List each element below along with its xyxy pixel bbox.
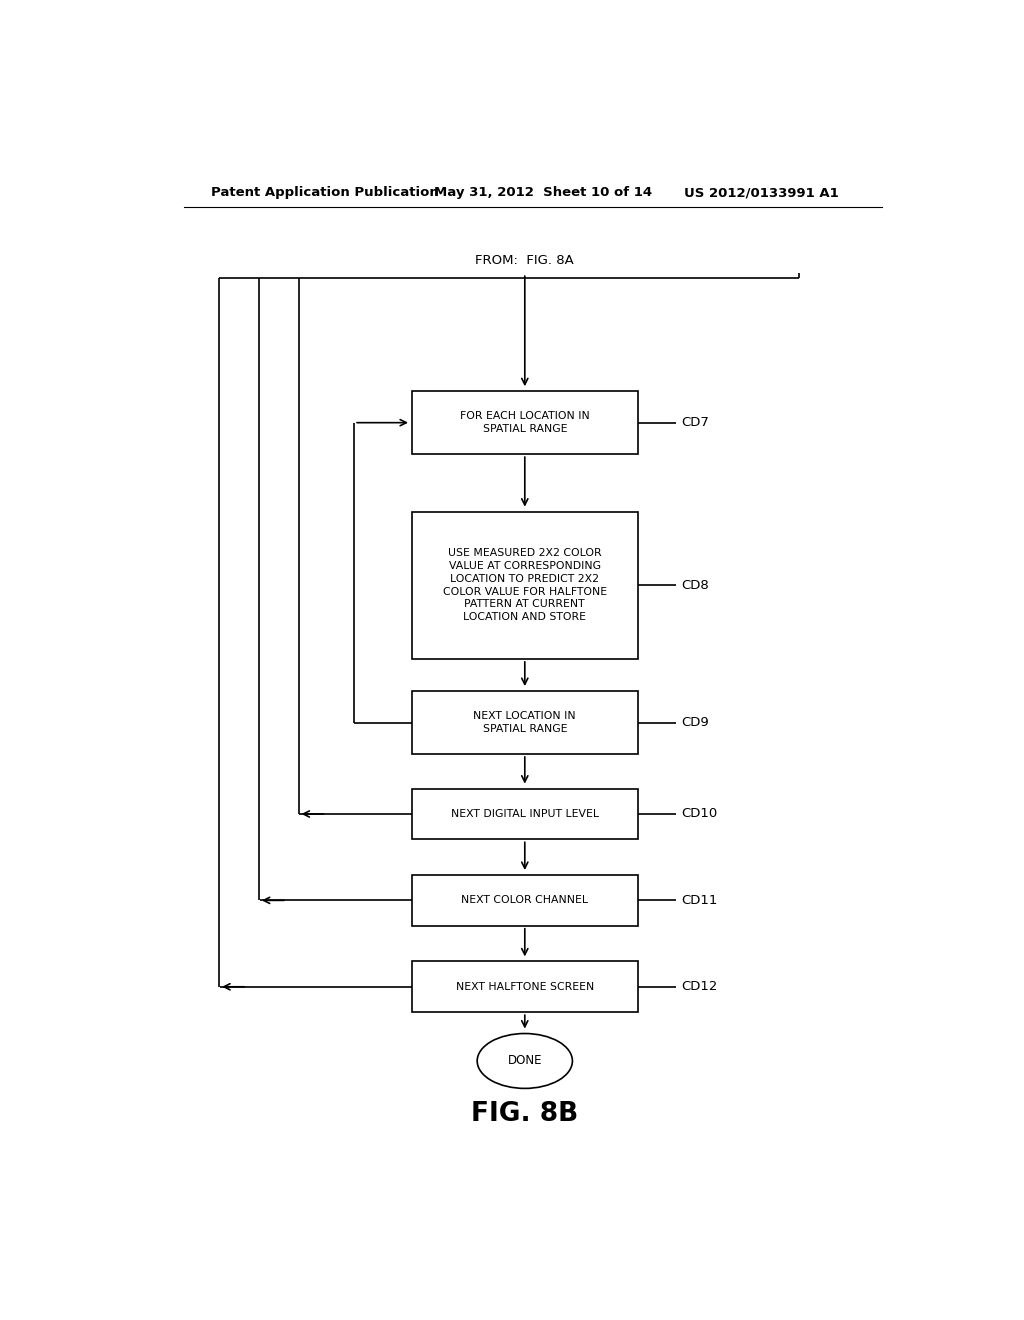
Text: FIG. 8B: FIG. 8B — [471, 1101, 579, 1127]
Text: Patent Application Publication: Patent Application Publication — [211, 186, 439, 199]
Text: NEXT HALFTONE SCREEN: NEXT HALFTONE SCREEN — [456, 982, 594, 991]
Text: CD9: CD9 — [682, 715, 710, 729]
Text: USE MEASURED 2X2 COLOR
VALUE AT CORRESPONDING
LOCATION TO PREDICT 2X2
COLOR VALU: USE MEASURED 2X2 COLOR VALUE AT CORRESPO… — [442, 548, 607, 622]
Ellipse shape — [477, 1034, 572, 1089]
Bar — [412, 690, 638, 754]
Bar — [412, 961, 638, 1012]
Text: NEXT LOCATION IN
SPATIAL RANGE: NEXT LOCATION IN SPATIAL RANGE — [473, 711, 577, 734]
Text: CD10: CD10 — [682, 808, 718, 821]
Bar — [412, 391, 638, 454]
Text: CD11: CD11 — [682, 894, 718, 907]
Text: CD12: CD12 — [682, 981, 718, 993]
Text: May 31, 2012  Sheet 10 of 14: May 31, 2012 Sheet 10 of 14 — [433, 186, 651, 199]
Bar — [412, 788, 638, 840]
Text: US 2012/0133991 A1: US 2012/0133991 A1 — [684, 186, 839, 199]
Text: FROM:  FIG. 8A: FROM: FIG. 8A — [475, 253, 574, 267]
Text: NEXT COLOR CHANNEL: NEXT COLOR CHANNEL — [461, 895, 589, 906]
Text: NEXT DIGITAL INPUT LEVEL: NEXT DIGITAL INPUT LEVEL — [451, 809, 599, 818]
Text: FOR EACH LOCATION IN
SPATIAL RANGE: FOR EACH LOCATION IN SPATIAL RANGE — [460, 412, 590, 434]
Text: DONE: DONE — [508, 1055, 542, 1068]
Text: CD8: CD8 — [682, 578, 710, 591]
Bar — [412, 512, 638, 659]
Bar — [412, 875, 638, 925]
Text: CD7: CD7 — [682, 416, 710, 429]
